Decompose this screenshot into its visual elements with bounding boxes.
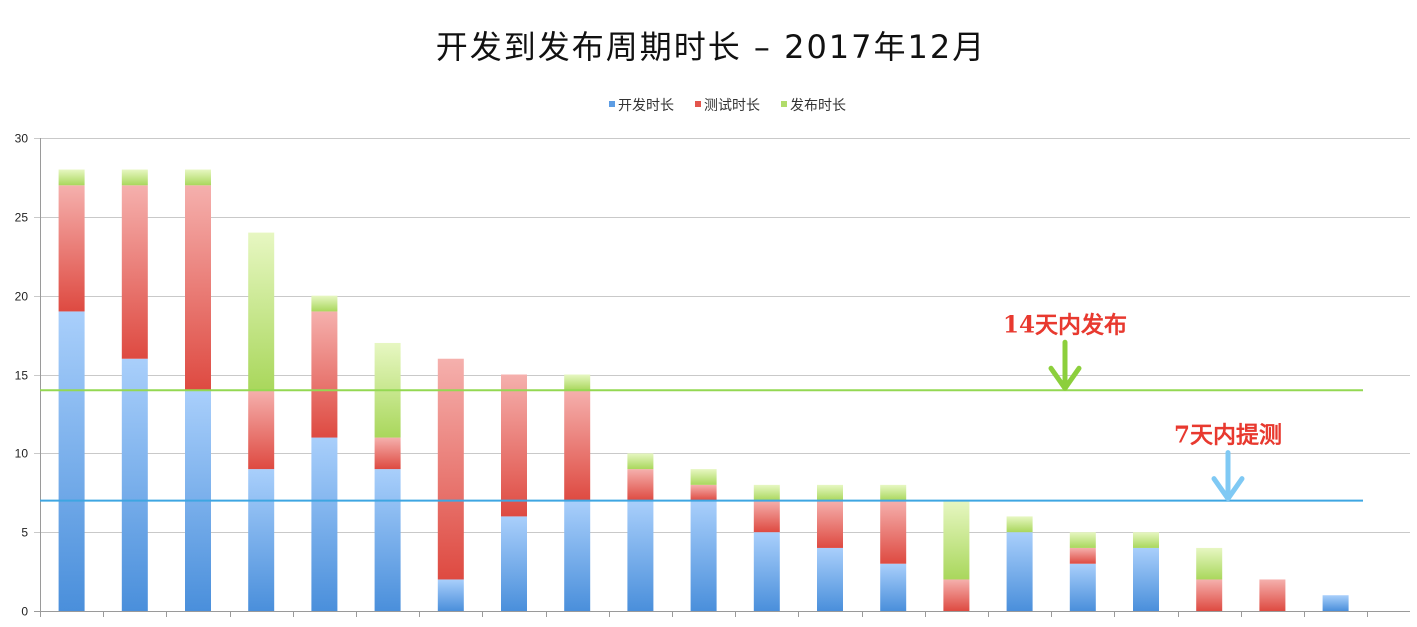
bar-test-time-9 <box>564 390 591 501</box>
y-tick-label-10: 10 <box>15 447 29 461</box>
y-tick-label-5: 5 <box>21 526 28 540</box>
bar-release-time-19 <box>1196 547 1223 580</box>
bar-release-time-16 <box>1006 516 1033 533</box>
bar-release-time-4 <box>248 232 275 391</box>
bar-test-time-15 <box>943 579 970 611</box>
bar-dev-time-12 <box>753 532 780 611</box>
legend-swatch-test-time <box>695 101 701 107</box>
bar-test-time-5 <box>311 311 338 438</box>
bar-test-time-14 <box>880 500 907 564</box>
y-tick-label-15: 15 <box>15 369 29 383</box>
bar-dev-time-18 <box>1133 547 1159 611</box>
bar-dev-time-9 <box>564 500 591 611</box>
bar-test-time-4 <box>248 390 275 470</box>
bar-test-time-11 <box>690 484 717 501</box>
down-arrow-icon <box>1211 450 1245 502</box>
bar-dev-time-13 <box>817 547 843 611</box>
bar-dev-time-8 <box>501 516 527 611</box>
bar-dev-time-7 <box>437 579 464 611</box>
bar-test-time-3 <box>185 185 211 391</box>
bar-dev-time-5 <box>311 437 338 611</box>
y-tick-label-20: 20 <box>15 290 29 304</box>
legend-label-test-time: 测试时长 <box>704 98 760 114</box>
release-target-annotation: 14天内发布 <box>1003 311 1127 391</box>
bar-test-time-7 <box>437 358 464 580</box>
bar-dev-time-16 <box>1006 532 1033 611</box>
axes <box>34 138 1410 617</box>
bar-dev-time-11 <box>690 500 717 611</box>
bar-test-time-1 <box>58 185 85 312</box>
bar-release-time-3 <box>185 169 211 186</box>
bar-release-time-9 <box>564 374 591 391</box>
legend-swatch-release-time <box>781 101 787 107</box>
bar-test-time-10 <box>627 469 654 501</box>
bar-dev-time-6 <box>374 469 401 611</box>
bar-release-time-5 <box>311 295 338 312</box>
bar-test-time-8 <box>501 374 527 517</box>
bar-test-time-13 <box>817 500 843 548</box>
bar-release-time-1 <box>58 169 85 186</box>
y-tick-label-25: 25 <box>15 211 29 225</box>
bar-test-time-12 <box>753 500 780 533</box>
legend-label-dev-time: 开发时长 <box>618 98 674 114</box>
bar-release-time-17 <box>1069 532 1096 548</box>
bar-release-time-13 <box>817 484 843 501</box>
bar-release-time-18 <box>1133 532 1159 548</box>
bar-release-time-10 <box>627 453 654 470</box>
legend-label-release-time: 发布时长 <box>790 98 846 114</box>
bar-dev-time-21 <box>1322 595 1349 611</box>
y-axis-tick-labels: 0 5 10 15 20 25 30 <box>15 132 29 619</box>
bar-test-time-20 <box>1259 579 1286 611</box>
test-target-label: 7天内提测 <box>1174 422 1282 449</box>
bar-test-time-19 <box>1196 579 1223 611</box>
legend-item-dev-time: 开发时长 <box>609 98 674 114</box>
bar-test-time-17 <box>1069 547 1096 564</box>
bar-release-time-15 <box>943 500 970 580</box>
bar-release-time-11 <box>690 469 717 485</box>
bar-dev-time-2 <box>121 358 148 611</box>
bar-dev-time-4 <box>248 469 275 611</box>
legend: 开发时长 测试时长 发布时长 <box>609 98 846 114</box>
legend-item-release-time: 发布时长 <box>781 98 846 114</box>
test-target-annotation: 7天内提测 <box>1174 422 1282 502</box>
bar-dev-time-1 <box>58 311 85 611</box>
legend-swatch-dev-time <box>609 101 615 107</box>
bar-dev-time-10 <box>627 500 654 611</box>
release-target-label: 14天内发布 <box>1003 311 1127 338</box>
bar-test-time-6 <box>374 437 401 470</box>
reference-lines <box>40 389 1363 502</box>
bar-dev-time-14 <box>880 563 907 611</box>
down-arrow-icon <box>1048 339 1082 391</box>
bar-release-time-2 <box>121 169 148 186</box>
bar-test-time-2 <box>121 185 148 359</box>
y-tick-label-0: 0 <box>21 605 28 619</box>
chart-title: 开发到发布周期时长 – 2017年12月 <box>436 28 987 66</box>
bar-dev-time-17 <box>1069 563 1096 611</box>
y-tick-label-30: 30 <box>15 132 29 146</box>
gridlines <box>34 138 1410 533</box>
bar-release-time-14 <box>880 484 907 501</box>
bar-release-time-12 <box>753 484 780 501</box>
legend-item-test-time: 测试时长 <box>695 98 760 114</box>
